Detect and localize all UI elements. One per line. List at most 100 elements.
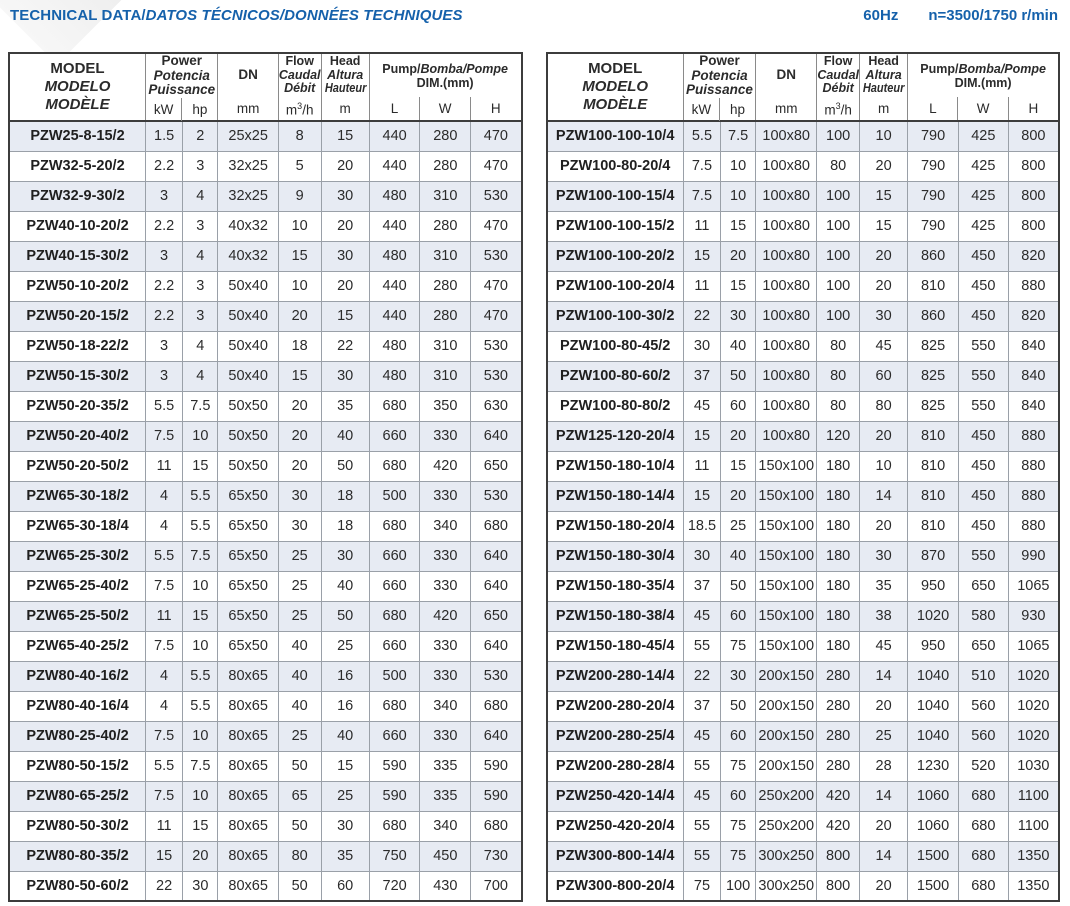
- value-cell: 11: [144, 600, 184, 632]
- top-bar: TECHNICAL DATA/DATOS TÉCNICOS/DONNÉES TE…: [10, 7, 1058, 24]
- value-cell: 280: [419, 300, 472, 332]
- table-row: PZW50-10-20/2 2.2 3 50x40 10 20 440 280 470: [8, 270, 522, 302]
- value-cell: 880: [1007, 510, 1060, 542]
- model-cell: PZW100-100-20/2: [546, 240, 684, 272]
- value-cell: 16: [320, 690, 370, 722]
- model-cell: PZW32-5-20/2: [8, 150, 146, 182]
- table-row: PZW80-80-35/2 15 20 80x65 80 35 750 450 730: [8, 840, 522, 872]
- table-row: PZW50-20-40/2 7.5 10 50x50 20 40 660 330 640: [8, 420, 522, 452]
- table-row: PZW40-15-30/2 3 4 40x32 15 30 480 310 530: [8, 240, 522, 272]
- value-cell: 440: [368, 270, 421, 302]
- value-cell: 16: [320, 660, 370, 692]
- value-cell: 470: [470, 300, 522, 332]
- table-row: PZW80-40-16/4 4 5.5 80x65 40 16 680 340 680: [8, 690, 522, 722]
- model-cell: PZW80-50-60/2: [8, 870, 146, 902]
- value-cell: 80: [277, 840, 322, 872]
- value-cell: 330: [419, 420, 472, 452]
- model-cell: PZW150-180-10/4: [546, 450, 684, 482]
- value-cell: 750: [368, 840, 421, 872]
- value-cell: 20: [320, 150, 370, 182]
- value-cell: 11: [682, 450, 722, 482]
- value-cell: 25: [720, 510, 757, 542]
- value-cell: 55: [682, 630, 722, 662]
- value-cell: 50x40: [217, 300, 279, 332]
- model-cell: PZW65-40-25/2: [8, 630, 146, 662]
- unit-h: H: [469, 97, 521, 120]
- value-cell: 65x50: [217, 570, 279, 602]
- value-cell: 32x25: [217, 180, 279, 212]
- model-cell: PZW150-180-35/4: [546, 570, 684, 602]
- value-cell: 330: [419, 630, 472, 662]
- model-cell: PZW100-100-30/2: [546, 300, 684, 332]
- value-cell: 80: [858, 390, 909, 422]
- value-cell: 470: [470, 270, 522, 302]
- value-cell: 680: [368, 510, 421, 542]
- value-cell: 1100: [1007, 780, 1060, 812]
- value-cell: 335: [419, 750, 472, 782]
- value-cell: 100: [816, 120, 860, 152]
- value-cell: 20: [277, 450, 322, 482]
- frequency-speed: 60Hz n=3500/1750 r/min: [863, 7, 1058, 24]
- value-cell: 1060: [907, 780, 959, 812]
- value-cell: 280: [816, 720, 860, 752]
- value-cell: 100x80: [755, 390, 818, 422]
- value-cell: 20: [858, 270, 909, 302]
- value-cell: 330: [419, 570, 472, 602]
- tables-container: MODEL MODELO MODÈLE Power Potencia Puiss…: [8, 52, 1060, 902]
- unit-l: L: [390, 101, 399, 116]
- value-cell: 55: [682, 810, 722, 842]
- table-row: PZW150-180-35/4 37 50 150x100 180 35 950 650 106…: [546, 570, 1060, 602]
- value-cell: 3: [144, 330, 184, 362]
- value-cell: 1350: [1007, 870, 1060, 902]
- model-cell: PZW40-10-20/2: [8, 210, 146, 242]
- value-cell: 800: [816, 870, 860, 902]
- value-cell: 450: [957, 420, 1009, 452]
- column-header-dn: DN mm: [755, 52, 818, 122]
- value-cell: 10: [858, 450, 909, 482]
- value-cell: 4: [144, 660, 184, 692]
- value-cell: 280: [419, 120, 472, 152]
- value-cell: 350: [419, 390, 472, 422]
- value-cell: 1030: [1007, 750, 1060, 782]
- value-cell: 80x65: [217, 810, 279, 842]
- value-cell: 50x40: [217, 360, 279, 392]
- value-cell: 50: [320, 600, 370, 632]
- table-row: PZW250-420-14/4 45 60 250x200 420 14 1060 680 11…: [546, 780, 1060, 812]
- value-cell: 520: [957, 750, 1009, 782]
- value-cell: 3: [182, 210, 219, 242]
- value-cell: 40: [320, 570, 370, 602]
- value-cell: 22: [682, 660, 722, 692]
- value-cell: 10: [720, 180, 757, 212]
- value-cell: 3: [144, 360, 184, 392]
- value-cell: 10: [182, 720, 219, 752]
- value-cell: 80: [816, 390, 860, 422]
- value-cell: 7.5: [144, 420, 184, 452]
- value-cell: 680: [957, 870, 1009, 902]
- value-cell: 20: [320, 270, 370, 302]
- model-cell: PZW40-15-30/2: [8, 240, 146, 272]
- table-row: PZW80-50-15/2 5.5 7.5 80x65 50 15 590 335 590: [8, 750, 522, 782]
- model-cell: PZW100-80-20/4: [546, 150, 684, 182]
- value-cell: 650: [957, 570, 1009, 602]
- page-title-intl: DATOS TÉCNICOS/DONNÉES TECHNIQUES: [145, 7, 463, 24]
- value-cell: 32x25: [217, 150, 279, 182]
- value-cell: 1040: [907, 690, 959, 722]
- table-body-right: PZW100-100-10/4 5.5 7.5 100x80 100 10 790 425 80…: [546, 120, 1060, 902]
- value-cell: 470: [470, 150, 522, 182]
- value-cell: 5.5: [182, 510, 219, 542]
- value-cell: 420: [816, 780, 860, 812]
- value-cell: 810: [907, 510, 959, 542]
- value-cell: 560: [957, 720, 1009, 752]
- value-cell: 480: [368, 330, 421, 362]
- header-row: MODEL MODELO MODÈLE Power Potencia Puiss…: [8, 52, 523, 122]
- value-cell: 55: [682, 840, 722, 872]
- value-cell: 150x100: [755, 630, 818, 662]
- value-cell: 660: [368, 570, 421, 602]
- table-row: PZW50-15-30/2 3 4 50x40 15 30 480 310 530: [8, 360, 522, 392]
- table-row: PZW100-80-80/2 45 60 100x80 80 80 825 550 840: [546, 390, 1060, 422]
- value-cell: 825: [907, 390, 959, 422]
- frequency-label: 60Hz: [863, 7, 899, 24]
- value-cell: 30: [320, 810, 370, 842]
- table-row: PZW100-80-20/4 7.5 10 100x80 80 20 790 425 800: [546, 150, 1060, 182]
- value-cell: 10: [182, 570, 219, 602]
